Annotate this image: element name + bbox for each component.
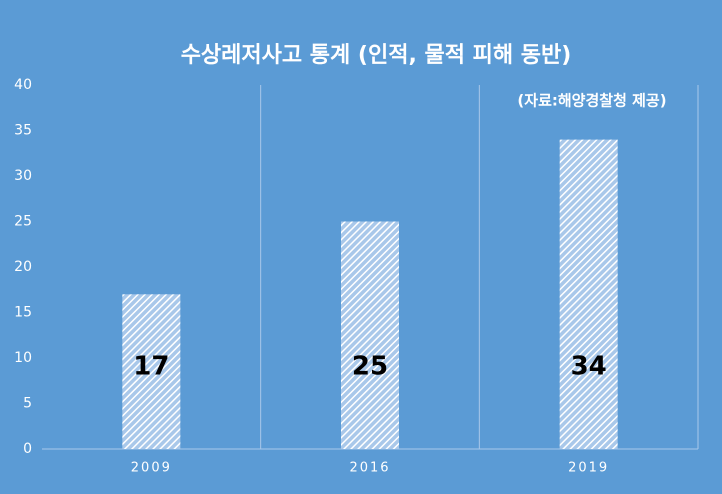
y-tick-label: 15 [14, 305, 32, 321]
bar [559, 139, 618, 449]
y-tick-label: 5 [23, 396, 32, 412]
y-tick-label: 35 [14, 123, 32, 139]
x-tick-label: 2019 [568, 461, 609, 476]
x-tick-label: 2009 [131, 461, 172, 476]
y-tick-label: 30 [14, 168, 32, 184]
data-label: 17 [133, 352, 169, 382]
y-tick-label: 40 [14, 77, 32, 93]
y-tick-label: 20 [14, 259, 32, 275]
chart-subtitle: (자료:해양경찰청 제공) [517, 92, 666, 110]
bar [341, 221, 399, 449]
y-tick-label: 10 [14, 350, 32, 366]
chart-title: 수상레저사고 통계 (인적, 물적 피해 동반) [181, 43, 572, 68]
data-label: 25 [352, 352, 388, 382]
x-tick-label: 2016 [349, 461, 390, 476]
data-label: 34 [571, 352, 607, 382]
y-tick-label: 25 [14, 214, 32, 230]
bar [122, 294, 181, 449]
y-tick-label: 0 [23, 441, 32, 457]
